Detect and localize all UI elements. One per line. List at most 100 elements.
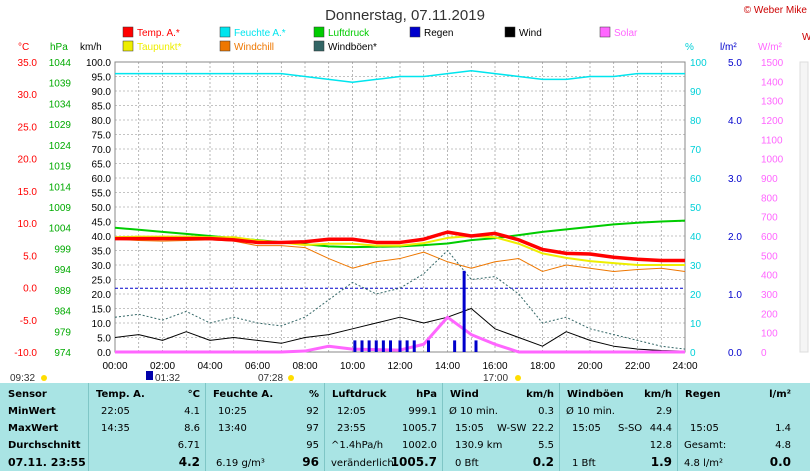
rain-tick-label: 3.0 — [728, 174, 742, 185]
credit-text: © Weber Mike — [744, 5, 808, 16]
pressure-avg-value: 1002.0 — [402, 440, 437, 451]
series-feuchte-a — [115, 69, 685, 84]
pressure-min-value: 999.1 — [408, 406, 437, 417]
legend-swatch — [599, 26, 611, 38]
kmh-tick-label: 95.0 — [92, 73, 112, 84]
wind-avg10-value: 0.3 — [538, 406, 554, 417]
pct-tick-label: 10 — [690, 319, 702, 330]
kmh-tick-label: 85.0 — [92, 102, 112, 113]
pressure-status: veränderlich — [331, 458, 394, 469]
solar-tick-label: 800 — [761, 193, 778, 204]
temp-header: Temp. A. — [96, 389, 145, 400]
gust-max-value: 44.4 — [649, 423, 672, 434]
legend-swatch — [219, 40, 231, 52]
solar-tick-label: 1100 — [761, 135, 783, 146]
legend-label: Solar — [614, 28, 638, 39]
x-tick-label: 04:00 — [197, 361, 222, 372]
hpa-tick-label: 1019 — [49, 162, 72, 173]
x-tick-label: 08:00 — [292, 361, 317, 372]
x-tick-label: 20:00 — [577, 361, 602, 372]
row-label-sensor: Sensor — [8, 389, 47, 400]
hpa-tick-label: 1014 — [49, 182, 72, 193]
kmh-tick-label: 80.0 — [92, 116, 112, 127]
wind-max-direction: W-SW — [497, 423, 527, 434]
solar-tick-label: 700 — [761, 213, 778, 224]
wind-col: Wind km/h Ø 10 min. 0.3 15:05 W-SW 22.2 … — [442, 383, 560, 471]
temp-tick-label: 30.0 — [18, 90, 38, 101]
hpa-tick-label: 1029 — [49, 120, 72, 131]
temp-tick-label: 10.0 — [18, 219, 38, 230]
kmh-tick-label: 100.0 — [86, 58, 111, 69]
kmh-tick-label: 65.0 — [92, 160, 112, 171]
sunset-time: 17:00 — [483, 373, 508, 383]
rain-total-value: 4.8 — [775, 440, 791, 451]
temp-max-value: 8.6 — [184, 423, 200, 434]
temp-tick-label: 5.0 — [23, 251, 37, 262]
rain-bar — [412, 340, 416, 352]
sunrise-time: 07:28 — [258, 373, 283, 383]
hpa-tick-label: 994 — [54, 265, 71, 276]
pct-unit: % — [685, 42, 694, 53]
gust-current-value: 1.9 — [650, 455, 672, 469]
rain-tick-label: 2.0 — [728, 232, 742, 243]
legend-label: Feuchte A.* — [234, 28, 286, 39]
series-temp-a — [115, 230, 685, 263]
hpa-tick-label: 1044 — [49, 58, 72, 69]
kmh-tick-label: 0.0 — [97, 348, 111, 359]
rain-bar — [405, 340, 409, 352]
legend-label: Taupunkt* — [137, 42, 182, 53]
rain-today: 4.8 l/m² — [684, 458, 723, 469]
grid — [115, 62, 685, 352]
row-labels-col: Sensor MinWert MaxWert Durchschnitt 07.1… — [0, 383, 88, 471]
kmh-tick-label: 20.0 — [92, 290, 112, 301]
wind-header: Wind — [450, 389, 479, 400]
moonset-icon — [146, 371, 153, 380]
legend-label: Windchill — [234, 42, 274, 53]
legend-swatch — [409, 26, 421, 38]
x-tick-label: 00:00 — [102, 361, 127, 372]
temp-max-time: 14:35 — [101, 423, 130, 434]
pressure-min-time: 12:05 — [337, 406, 366, 417]
moonset-time: 01:32 — [155, 373, 180, 383]
legend-label: Luftdruck — [328, 28, 370, 39]
temp-tick-label: 35.0 — [18, 58, 38, 69]
rain-bar — [381, 340, 385, 352]
gust-avg10-value: 2.9 — [656, 406, 672, 417]
pressure-unit-header: hPa — [416, 389, 437, 400]
x-tick-label: 02:00 — [150, 361, 175, 372]
pressure-col: Luftdruck hPa 12:05 999.1 23:55 1005.7 ^… — [324, 383, 443, 471]
rain-bar — [389, 340, 392, 352]
kmh-tick-label: 75.0 — [92, 131, 112, 142]
x-tick-label: 12:00 — [387, 361, 412, 372]
pressure-max-value: 1005.7 — [402, 423, 437, 434]
rain-unit: l/m² — [720, 42, 737, 53]
pct-tick-label: 50 — [690, 203, 702, 214]
right-edge-strip — [799, 61, 809, 353]
gust-max-time: 15:05 — [572, 423, 601, 434]
pct-tick-label: 70 — [690, 145, 702, 156]
hpa-tick-label: 1024 — [49, 141, 72, 152]
pct-tick-label: 90 — [690, 87, 702, 98]
moonrise-time: 09:32 — [10, 373, 35, 383]
rain-bar — [453, 340, 457, 352]
rain-bar — [427, 340, 430, 352]
legend-swatch — [122, 40, 134, 52]
solar-tick-label: 200 — [761, 309, 778, 320]
hpa-tick-label: 989 — [54, 286, 71, 297]
x-tick-label: 22:00 — [625, 361, 650, 372]
wind-distance: 130.9 km — [455, 440, 503, 451]
stats-panel: Sensor MinWert MaxWert Durchschnitt 07.1… — [0, 383, 810, 471]
temp-avg-value: 6.71 — [177, 440, 200, 451]
row-label-min: MinWert — [8, 406, 56, 417]
hpa-tick-label: 1034 — [49, 99, 72, 110]
legend-label: Windböen* — [328, 42, 377, 53]
sun-moon-times: 07:28 17:00 09:32 01:32 — [10, 371, 521, 383]
pressure-current-value: 1005.7 — [390, 455, 437, 469]
kmh-tick-label: 60.0 — [92, 174, 112, 185]
hpa-tick-label: 984 — [54, 307, 71, 318]
rain-bar — [360, 340, 364, 352]
humidity-absolute: 6.19 g/m³ — [216, 458, 265, 469]
kmh-tick-label: 50.0 — [92, 203, 112, 214]
kmh-tick-label: 90.0 — [92, 87, 112, 98]
temp-col: Temp. A. °C 22:05 4.1 14:35 8.6 6.71 4.2 — [88, 383, 206, 471]
